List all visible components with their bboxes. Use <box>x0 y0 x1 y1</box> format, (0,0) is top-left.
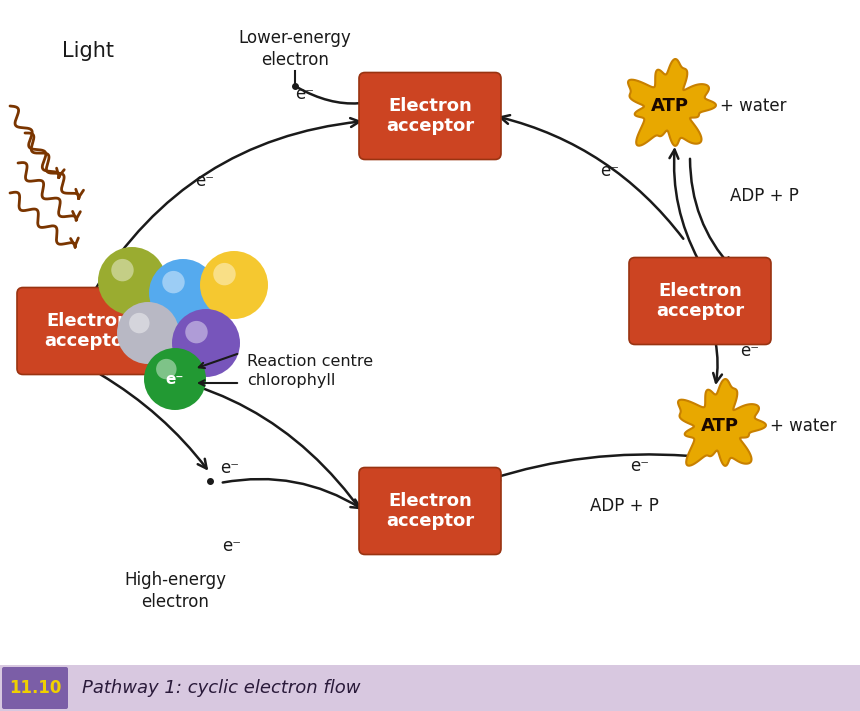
Text: + water: + water <box>770 417 837 435</box>
Text: Electron
acceptor: Electron acceptor <box>386 491 474 530</box>
Text: Light: Light <box>62 41 114 61</box>
Circle shape <box>149 259 217 327</box>
Text: + water: + water <box>720 97 787 115</box>
FancyBboxPatch shape <box>17 287 159 375</box>
FancyBboxPatch shape <box>629 257 771 345</box>
Text: Electron
acceptor: Electron acceptor <box>44 311 132 351</box>
Text: Reaction centre
chlorophyll: Reaction centre chlorophyll <box>247 353 373 388</box>
Text: ADP + P: ADP + P <box>590 497 659 515</box>
Circle shape <box>213 263 236 285</box>
Circle shape <box>185 321 208 343</box>
Polygon shape <box>678 379 766 466</box>
Text: Lower-energy
electron: Lower-energy electron <box>238 29 352 69</box>
Text: Pathway 1: cyclic electron flow: Pathway 1: cyclic electron flow <box>82 679 360 697</box>
Circle shape <box>200 251 268 319</box>
Text: e⁻: e⁻ <box>220 459 239 477</box>
Text: Electron
acceptor: Electron acceptor <box>386 97 474 135</box>
Circle shape <box>129 313 150 333</box>
FancyBboxPatch shape <box>359 73 501 159</box>
Circle shape <box>111 259 133 282</box>
Text: e⁻: e⁻ <box>630 457 649 475</box>
Circle shape <box>163 271 185 294</box>
Text: High-energy
electron: High-energy electron <box>124 571 226 611</box>
Text: e⁻: e⁻ <box>166 372 184 387</box>
Circle shape <box>117 302 179 364</box>
Text: ATP: ATP <box>651 97 689 115</box>
Circle shape <box>144 348 206 410</box>
Text: ATP: ATP <box>701 417 739 435</box>
FancyBboxPatch shape <box>2 667 68 709</box>
Polygon shape <box>628 59 716 146</box>
Text: e⁻: e⁻ <box>223 537 242 555</box>
Circle shape <box>98 247 166 315</box>
FancyBboxPatch shape <box>359 468 501 555</box>
Text: ADP + P: ADP + P <box>730 187 799 205</box>
Text: Electron
acceptor: Electron acceptor <box>656 282 744 321</box>
Text: e⁻: e⁻ <box>195 172 214 190</box>
Text: e⁻: e⁻ <box>740 342 759 360</box>
Text: e⁻: e⁻ <box>600 162 619 180</box>
Circle shape <box>172 309 240 377</box>
Text: 11.10: 11.10 <box>9 679 61 697</box>
Circle shape <box>157 359 176 379</box>
Bar <box>0 665 860 711</box>
Text: e⁻: e⁻ <box>296 85 315 103</box>
